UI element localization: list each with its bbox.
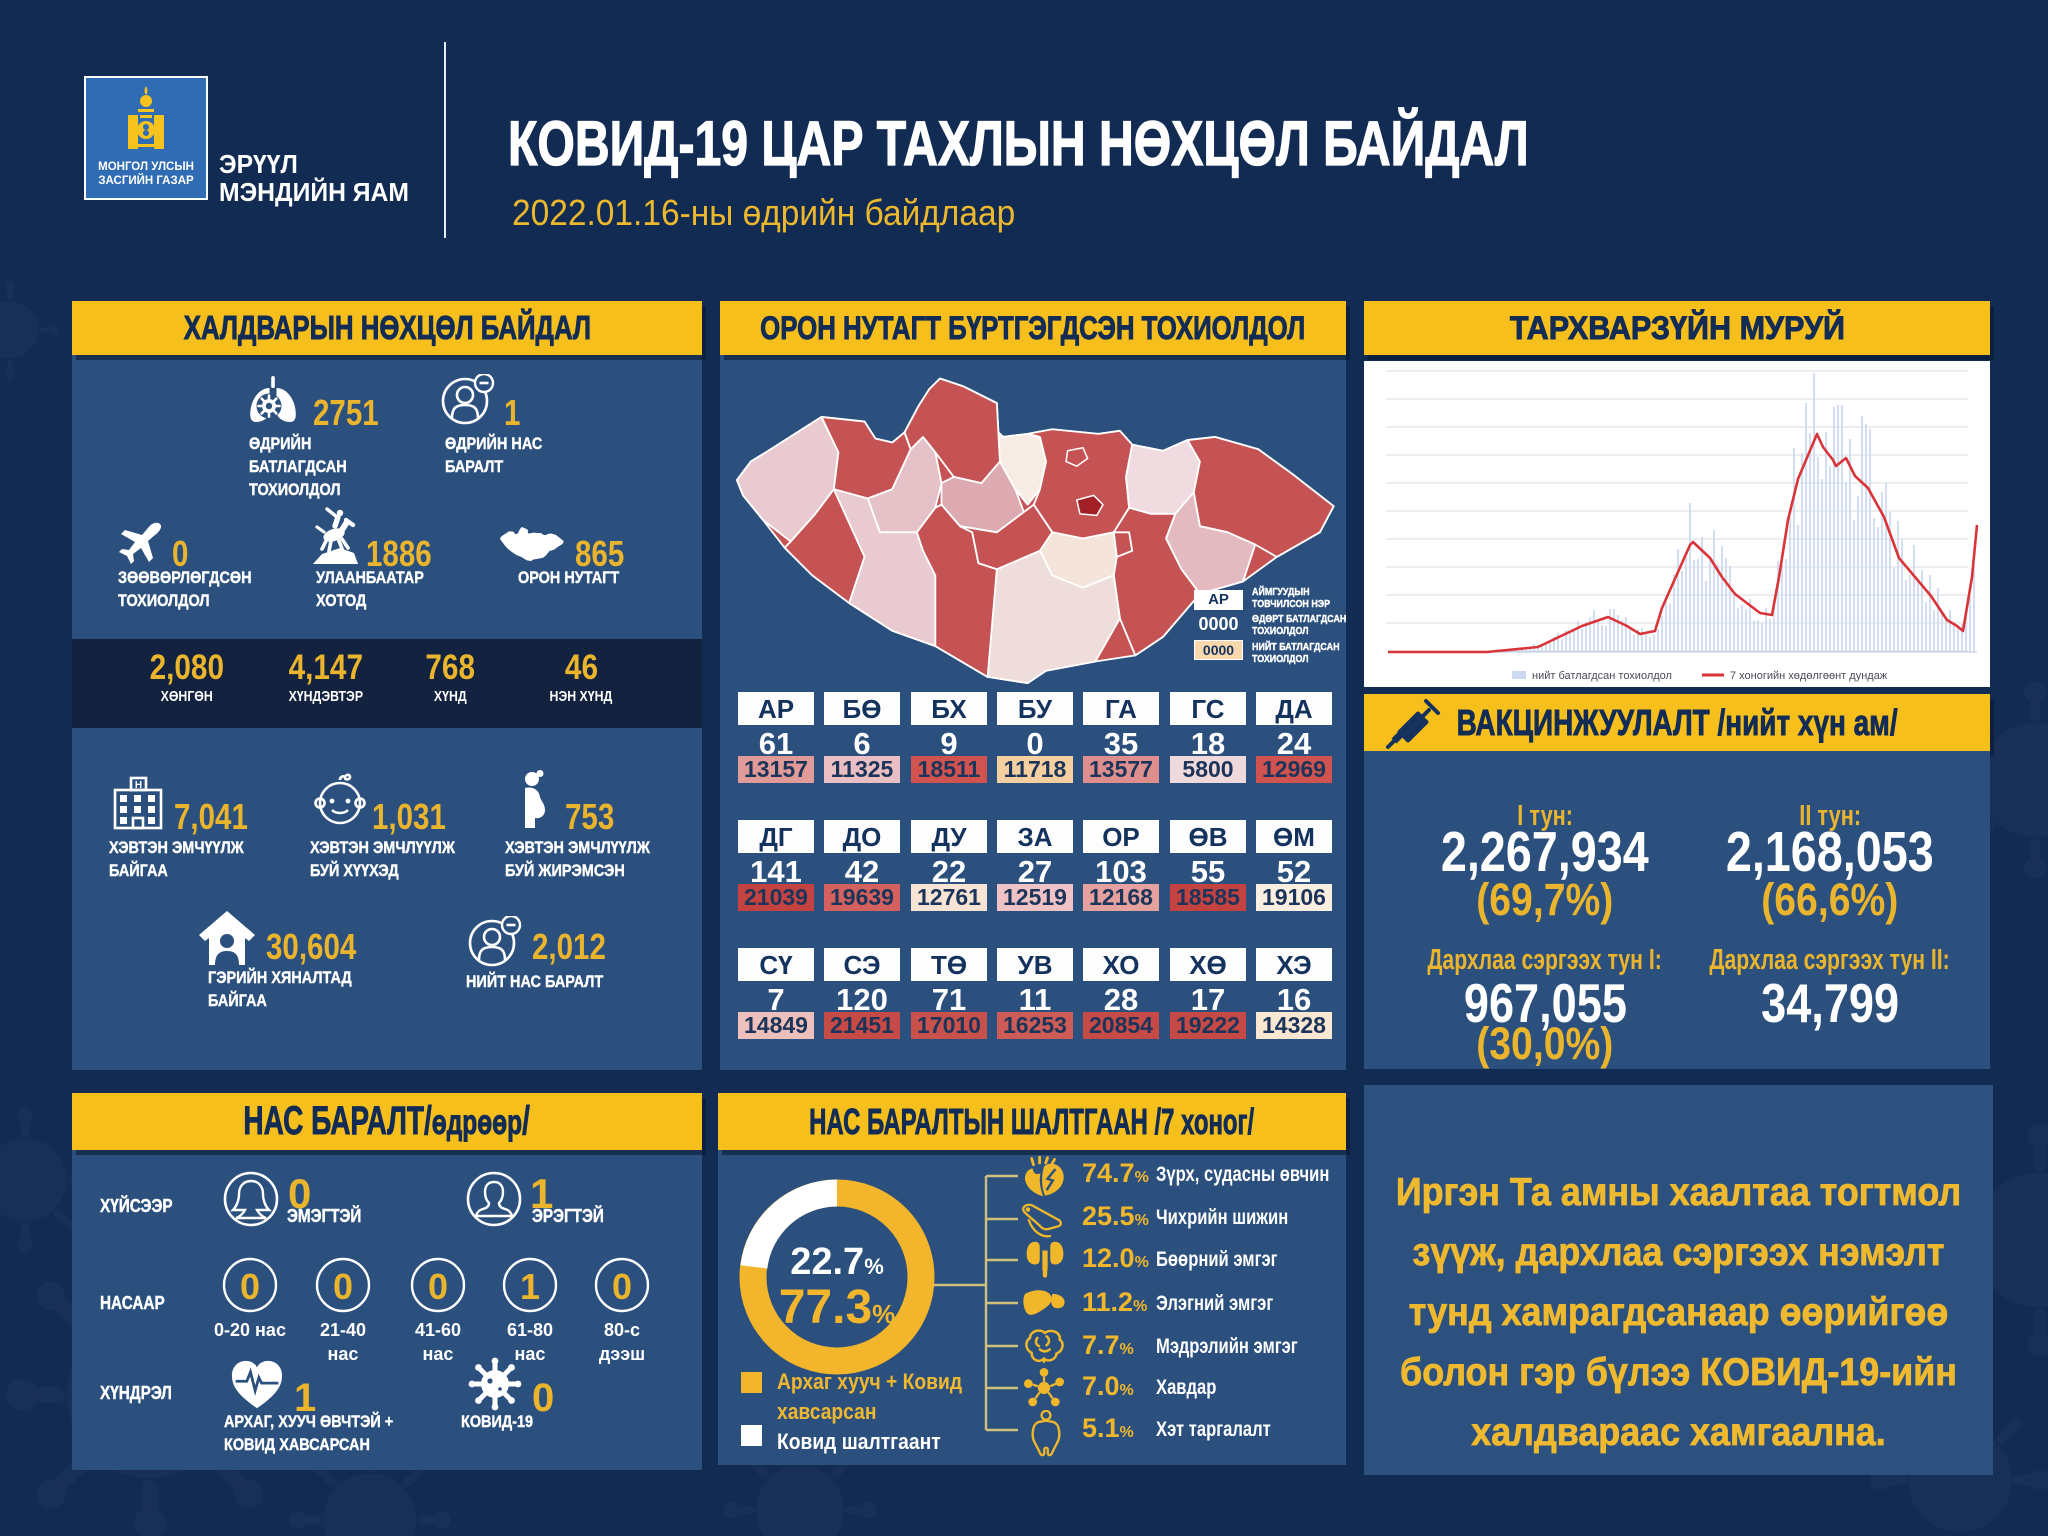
svg-text:нийт батлагдсан тохиолдол: нийт батлагдсан тохиолдол xyxy=(1532,670,1672,682)
svg-text:H: H xyxy=(135,780,142,791)
svg-text:7 хоногийн хөдөлгөөнт дундаж: 7 хоногийн хөдөлгөөнт дундаж xyxy=(1730,670,1888,682)
svg-text:ЗАСГИЙН ГАЗАР: ЗАСГИЙН ГАЗАР xyxy=(98,174,194,187)
svg-text:МОНГОЛ УЛСЫН: МОНГОЛ УЛСЫН xyxy=(98,161,194,173)
